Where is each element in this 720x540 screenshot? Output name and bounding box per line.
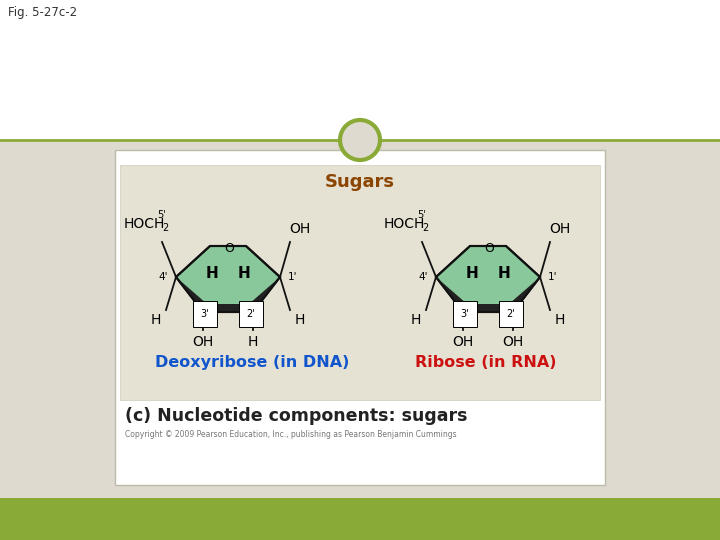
Polygon shape [176,277,280,312]
Polygon shape [436,246,540,312]
Text: 1': 1' [548,272,557,282]
Text: OH: OH [192,335,214,349]
Text: 2: 2 [422,223,428,233]
Polygon shape [176,246,280,312]
Bar [0,498,720,540]
Text: 5': 5' [418,210,426,220]
Text: HOCH: HOCH [123,217,165,231]
Text: Copyright © 2009 Pearson Education, Inc., publishing as Pearson Benjamin Cumming: Copyright © 2009 Pearson Education, Inc.… [125,430,456,439]
Text: H: H [248,335,258,349]
Text: 3': 3' [461,309,469,319]
Circle shape [340,120,380,160]
Text: OH: OH [289,222,310,236]
Text: 2': 2' [246,309,256,319]
Text: Ribose (in RNA): Ribose (in RNA) [415,355,557,370]
Text: O: O [224,242,234,255]
Text: H: H [206,267,218,281]
Text: (c) Nucleotide components: sugars: (c) Nucleotide components: sugars [125,407,467,425]
Bar [0,0,720,140]
Text: 3': 3' [201,309,210,319]
Text: H: H [238,267,251,281]
Text: Deoxyribose (in DNA): Deoxyribose (in DNA) [155,355,349,370]
Text: H: H [411,313,421,327]
Text: 4': 4' [418,272,428,282]
Text: H: H [466,267,478,281]
Text: Sugars: Sugars [325,173,395,191]
Text: OH: OH [452,335,474,349]
Polygon shape [436,277,540,312]
FancyBboxPatch shape [115,150,605,485]
Text: H: H [150,313,161,327]
Text: 2: 2 [162,223,168,233]
Text: 1': 1' [288,272,297,282]
FancyBboxPatch shape [120,165,600,400]
Text: OH: OH [503,335,523,349]
Text: Fig. 5-27c-2: Fig. 5-27c-2 [8,6,77,19]
Text: H: H [294,313,305,327]
Text: O: O [484,242,494,255]
Text: 2': 2' [507,309,516,319]
Text: 5': 5' [158,210,166,220]
Text: HOCH: HOCH [383,217,425,231]
Text: H: H [498,267,510,281]
Text: 4': 4' [158,272,168,282]
Text: OH: OH [549,222,571,236]
Text: H: H [555,313,565,327]
